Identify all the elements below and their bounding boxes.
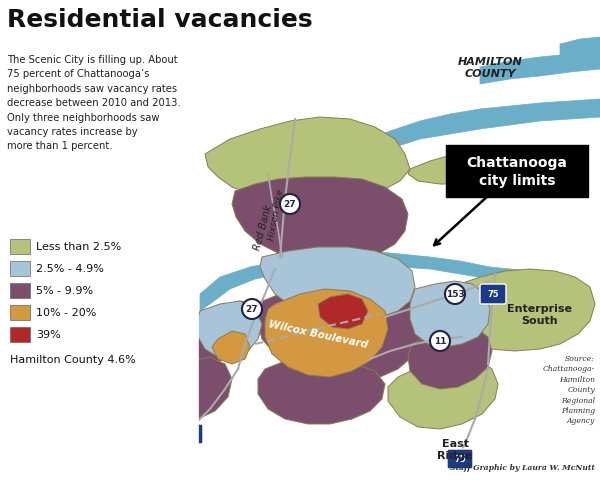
- Text: 39%: 39%: [36, 330, 61, 340]
- Polygon shape: [480, 52, 600, 85]
- Polygon shape: [265, 289, 388, 377]
- Text: Hamilton County 4.6%: Hamilton County 4.6%: [10, 354, 136, 364]
- Polygon shape: [260, 248, 415, 321]
- Polygon shape: [258, 357, 385, 424]
- Polygon shape: [408, 324, 492, 389]
- Polygon shape: [185, 301, 265, 364]
- Text: 10% - 20%: 10% - 20%: [36, 308, 97, 318]
- Text: Residential vacancies: Residential vacancies: [7, 8, 313, 32]
- Text: East
Ridge: East Ridge: [437, 438, 473, 460]
- Text: 75: 75: [487, 290, 499, 299]
- Polygon shape: [212, 331, 250, 364]
- Polygon shape: [158, 357, 232, 419]
- Text: Staff Graphic by Laura W. McNutt: Staff Graphic by Laura W. McNutt: [450, 463, 595, 471]
- Polygon shape: [318, 294, 368, 329]
- FancyBboxPatch shape: [480, 285, 506, 304]
- Text: 2.5% - 4.9%: 2.5% - 4.9%: [36, 264, 104, 274]
- Polygon shape: [410, 281, 490, 347]
- Bar: [10, 283, 30, 299]
- Polygon shape: [200, 252, 530, 312]
- Text: Less than 2.5%: Less than 2.5%: [36, 242, 121, 252]
- Text: 75: 75: [454, 455, 466, 464]
- Bar: [10, 327, 30, 342]
- Text: 5% - 9.9%: 5% - 9.9%: [36, 286, 93, 296]
- Polygon shape: [196, 301, 262, 357]
- Polygon shape: [255, 285, 425, 381]
- Polygon shape: [388, 357, 498, 429]
- Polygon shape: [232, 178, 408, 262]
- Polygon shape: [170, 317, 210, 367]
- Text: Enterprise
South: Enterprise South: [508, 303, 572, 325]
- Bar: [10, 262, 30, 276]
- Text: 27: 27: [284, 200, 296, 209]
- Circle shape: [445, 285, 465, 304]
- Text: Source:
Chattanooga-
Hamilton
County
Regional
Planning
Agency: Source: Chattanooga- Hamilton County Reg…: [543, 354, 595, 424]
- Text: Hixson Pike: Hixson Pike: [267, 188, 285, 241]
- Text: 27: 27: [245, 305, 259, 314]
- Text: 24: 24: [184, 430, 196, 439]
- Text: 11: 11: [434, 337, 446, 346]
- Text: HAMILTON
COUNTY: HAMILTON COUNTY: [458, 57, 523, 79]
- Bar: [10, 305, 30, 320]
- Bar: [10, 240, 30, 254]
- Circle shape: [242, 300, 262, 319]
- Text: Red Bank: Red Bank: [252, 204, 274, 252]
- FancyBboxPatch shape: [446, 146, 588, 198]
- Polygon shape: [560, 38, 600, 60]
- Polygon shape: [0, 0, 198, 480]
- Polygon shape: [408, 148, 530, 185]
- Polygon shape: [370, 100, 600, 157]
- FancyBboxPatch shape: [177, 424, 203, 444]
- Text: Wilcox Boulevard: Wilcox Boulevard: [268, 319, 368, 350]
- Text: 153: 153: [446, 290, 464, 299]
- FancyBboxPatch shape: [447, 449, 473, 469]
- Text: The Scenic City is filling up. About
75 percent of Chattanooga’s
neighborhoods s: The Scenic City is filling up. About 75 …: [7, 55, 181, 151]
- Polygon shape: [205, 118, 410, 200]
- Polygon shape: [0, 0, 195, 480]
- Circle shape: [430, 331, 450, 351]
- Polygon shape: [438, 269, 595, 351]
- Circle shape: [280, 194, 300, 215]
- Text: Chattanooga
city limits: Chattanooga city limits: [467, 156, 568, 187]
